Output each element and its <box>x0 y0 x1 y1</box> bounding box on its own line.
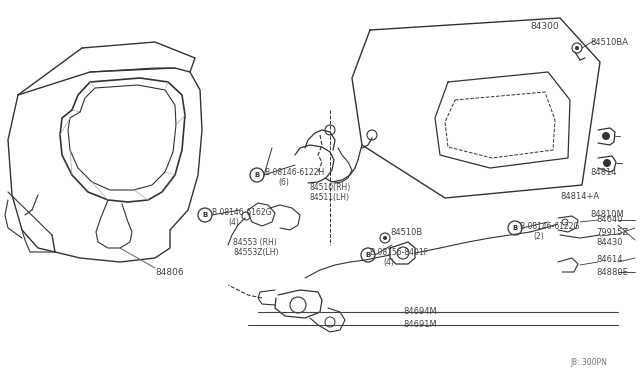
Circle shape <box>383 236 387 240</box>
Text: 84511(LH): 84511(LH) <box>310 193 350 202</box>
Text: 84814+A: 84814+A <box>560 192 599 201</box>
Text: 84640: 84640 <box>596 215 623 224</box>
Text: B 08146-6122G: B 08146-6122G <box>520 222 579 231</box>
Text: 84553 (RH): 84553 (RH) <box>233 238 276 247</box>
Text: 84806: 84806 <box>155 268 184 277</box>
Circle shape <box>575 46 579 50</box>
Text: 84614: 84614 <box>596 255 623 264</box>
Text: B 08146-6162G: B 08146-6162G <box>212 208 271 217</box>
Text: (2): (2) <box>533 232 544 241</box>
Text: 84510(RH): 84510(RH) <box>310 183 351 192</box>
Text: 79915Z: 79915Z <box>596 228 628 237</box>
Text: 84814: 84814 <box>590 168 616 177</box>
Text: 84553Z(LH): 84553Z(LH) <box>233 248 278 257</box>
Text: B: B <box>365 252 371 258</box>
Text: 84300: 84300 <box>530 22 559 31</box>
Text: (4): (4) <box>228 218 239 227</box>
Text: B 08146-6122H: B 08146-6122H <box>265 168 324 177</box>
Text: 84430: 84430 <box>596 238 623 247</box>
Text: 84810M: 84810M <box>590 210 624 219</box>
Text: 84694M: 84694M <box>403 307 437 316</box>
Text: B: B <box>513 225 518 231</box>
Circle shape <box>603 159 611 167</box>
Text: B: B <box>202 212 207 218</box>
Text: 84880E: 84880E <box>596 268 628 277</box>
Text: J8: 300PN: J8: 300PN <box>570 358 607 367</box>
Text: B 08156-8401F: B 08156-8401F <box>370 248 428 257</box>
Text: (4): (4) <box>383 258 394 267</box>
Text: 84510BA: 84510BA <box>590 38 628 47</box>
Text: 84510B: 84510B <box>390 228 422 237</box>
Circle shape <box>602 132 610 140</box>
Text: 84691M: 84691M <box>403 320 437 329</box>
Text: B: B <box>254 172 260 178</box>
Text: (6): (6) <box>278 178 289 187</box>
